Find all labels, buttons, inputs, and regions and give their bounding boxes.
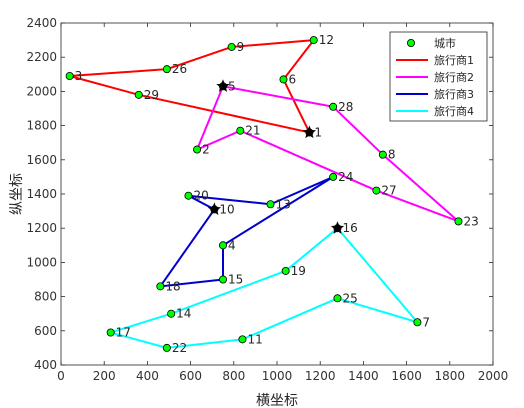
y-axis-ticks: 400 600 800 1000 1200 1400 1600 1800 2000 2200 240… bbox=[26, 16, 493, 372]
city-point-12 bbox=[309, 36, 318, 45]
city-point-23 bbox=[454, 217, 463, 226]
x-tick-label-1400: 1400 bbox=[348, 369, 379, 383]
city-point-7 bbox=[413, 318, 422, 327]
city-label-18: 18 bbox=[165, 279, 180, 293]
city-label-25: 25 bbox=[342, 291, 357, 305]
city-label-8: 8 bbox=[388, 148, 396, 162]
y-tick-label-400: 400 bbox=[34, 358, 57, 372]
depot-star-1 bbox=[302, 125, 317, 139]
city-point-29 bbox=[134, 90, 143, 99]
city-label-4: 4 bbox=[228, 238, 236, 252]
city-point-11 bbox=[238, 335, 247, 344]
city-label-3: 3 bbox=[75, 69, 83, 83]
city-point-22 bbox=[162, 343, 171, 352]
city-label-28: 28 bbox=[338, 100, 353, 114]
legend-label-2: 旅行商2 bbox=[434, 70, 474, 84]
y-tick-label-1800: 1800 bbox=[26, 119, 57, 133]
depot-star-4 bbox=[330, 221, 345, 234]
x-tick-label-600: 600 bbox=[179, 369, 202, 383]
x-tick-label-400: 400 bbox=[136, 369, 159, 383]
city-label-22: 22 bbox=[172, 341, 187, 355]
y-axis-title: 纵坐标 bbox=[9, 173, 25, 215]
city-point-21 bbox=[236, 126, 245, 135]
city-point-9 bbox=[227, 42, 236, 51]
city-label-10: 10 bbox=[219, 202, 234, 216]
city-label-21: 21 bbox=[245, 124, 260, 138]
y-tick-label-1000: 1000 bbox=[26, 255, 57, 269]
city-point-3 bbox=[65, 72, 74, 81]
city-label-6: 6 bbox=[288, 72, 296, 86]
city-label-27: 27 bbox=[381, 184, 396, 198]
city-label-11: 11 bbox=[247, 332, 262, 346]
legend-label-3: 旅行商3 bbox=[434, 87, 474, 101]
city-point-18 bbox=[156, 282, 165, 291]
depot-stars bbox=[207, 79, 345, 234]
x-axis-ticks: 0 200 400 600 800 1000 1200 1400 1600 1800 2000 bbox=[57, 23, 508, 383]
y-tick-label-800: 800 bbox=[34, 290, 57, 304]
city-point-8 bbox=[378, 150, 387, 159]
city-label-7: 7 bbox=[422, 315, 430, 329]
y-tick-label-600: 600 bbox=[34, 324, 57, 338]
route-line-1 bbox=[68, 39, 315, 134]
city-point-20 bbox=[184, 191, 193, 200]
city-point-4 bbox=[218, 241, 227, 250]
x-tick-label-1800: 1800 bbox=[435, 369, 466, 383]
city-point-14 bbox=[167, 309, 176, 318]
x-tick-label-1000: 1000 bbox=[262, 369, 293, 383]
city-label-26: 26 bbox=[172, 62, 187, 76]
city-point-2 bbox=[193, 145, 202, 154]
city-label-5: 5 bbox=[228, 79, 236, 93]
route-line-2 bbox=[196, 85, 460, 223]
city-label-15: 15 bbox=[228, 273, 243, 287]
city-label-17: 17 bbox=[116, 326, 131, 340]
y-tick-label-2200: 2200 bbox=[26, 50, 57, 64]
x-tick-label-2000: 2000 bbox=[478, 369, 509, 383]
city-point-24 bbox=[329, 172, 338, 181]
depot-star-3 bbox=[207, 202, 222, 216]
x-tick-label-1600: 1600 bbox=[391, 369, 422, 383]
depot-star-2 bbox=[216, 79, 230, 92]
city-label-14: 14 bbox=[176, 307, 191, 321]
y-tick-label-1200: 1200 bbox=[26, 221, 57, 235]
city-label-24: 24 bbox=[338, 170, 353, 184]
x-tick-label-800: 800 bbox=[222, 369, 245, 383]
city-point-6 bbox=[279, 75, 288, 84]
city-label-13: 13 bbox=[276, 197, 291, 211]
y-tick-label-2400: 2400 bbox=[26, 16, 57, 30]
y-tick-label-2000: 2000 bbox=[26, 84, 57, 98]
city-point-26 bbox=[162, 65, 171, 74]
city-point-28 bbox=[329, 102, 338, 111]
city-label-29: 29 bbox=[144, 88, 159, 102]
x-tick-label-1200: 1200 bbox=[305, 369, 336, 383]
legend-label-4: 旅行商4 bbox=[434, 104, 474, 118]
x-tick-label-200: 200 bbox=[93, 369, 116, 383]
legend-label-city: 城市 bbox=[434, 36, 456, 50]
x-axis-title: 横坐标 bbox=[256, 393, 298, 408]
x-tick-label-0: 0 bbox=[57, 369, 65, 383]
city-point-27 bbox=[372, 186, 381, 195]
city-label-9: 9 bbox=[237, 40, 245, 54]
city-label-23: 23 bbox=[463, 214, 478, 228]
route-line-3 bbox=[159, 175, 335, 288]
city-label-2: 2 bbox=[202, 143, 210, 157]
y-tick-label-1600: 1600 bbox=[26, 153, 57, 167]
city-label-1: 1 bbox=[314, 125, 322, 139]
legend-label-1: 旅行商1 bbox=[434, 53, 474, 67]
y-tick-label-1400: 1400 bbox=[26, 187, 57, 201]
city-point-15 bbox=[218, 275, 227, 284]
city-label-20: 20 bbox=[193, 189, 208, 203]
city-point-25 bbox=[333, 294, 342, 303]
city-label-19: 19 bbox=[291, 264, 306, 278]
legend-marker-city bbox=[406, 39, 415, 48]
city-label-16: 16 bbox=[342, 221, 357, 235]
city-point-17 bbox=[106, 328, 115, 337]
city-point-19 bbox=[281, 266, 290, 275]
city-point-13 bbox=[266, 200, 275, 209]
city-label-12: 12 bbox=[319, 33, 334, 47]
